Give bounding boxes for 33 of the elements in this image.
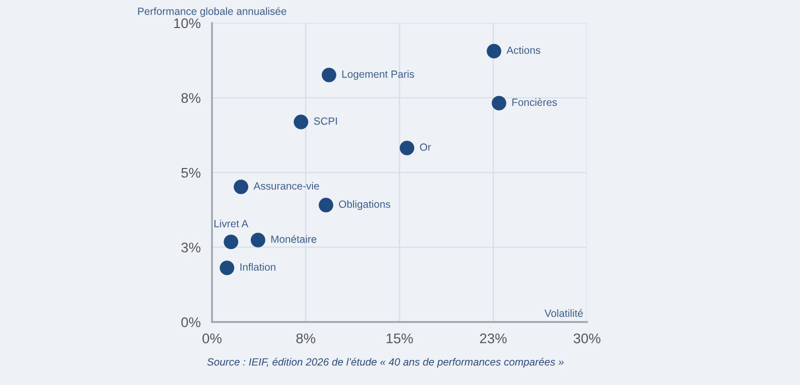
- point: [220, 260, 234, 276]
- annotation: Assurance-vie: [254, 182, 320, 190]
- source-note: Source : IEIF, édition 2026 de l’étude « 40 ans de performances comparées »: [207, 358, 564, 368]
- annotation: Foncières: [512, 98, 557, 106]
- x-axis-title: Volatilité: [544, 309, 583, 317]
- annotation: Inflation: [240, 263, 276, 271]
- x-tick-label: 23%: [480, 333, 507, 344]
- point: [250, 232, 266, 248]
- point: [486, 44, 502, 58]
- point: [400, 140, 414, 156]
- y-tick-label: 10%: [174, 18, 200, 28]
- x-tick-label: 8%: [296, 333, 316, 344]
- annotation: SCPI: [314, 117, 337, 125]
- annotation: Or: [420, 143, 431, 151]
- x-tick-label: 0%: [202, 333, 222, 344]
- x-tick-label: 15%: [386, 334, 413, 344]
- point: [234, 180, 248, 194]
- point: [294, 114, 308, 130]
- annotation: Logement Paris: [342, 70, 414, 80]
- annotation: Livret A: [214, 220, 248, 228]
- y-tick-label: 0%: [181, 317, 200, 328]
- point: [492, 96, 506, 110]
- annotation: Actions: [506, 46, 540, 54]
- y-axis-title: Performance globale annualisée: [138, 7, 286, 18]
- y-tick-label: 3%: [181, 242, 200, 252]
- x-tick-label: 30%: [574, 333, 600, 344]
- point: [322, 68, 336, 82]
- point: [224, 234, 238, 250]
- annotation: Monétaire: [271, 235, 316, 243]
- point: [318, 198, 334, 212]
- y-tick-label: 5%: [181, 168, 200, 178]
- annotation: Obligations: [338, 200, 390, 210]
- y-tick-label: 8%: [181, 93, 200, 103]
